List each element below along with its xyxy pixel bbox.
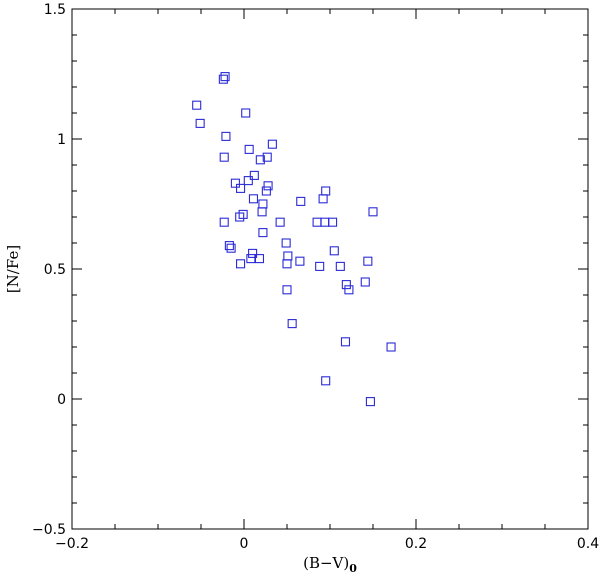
data-point [195,118,205,128]
data-point [282,285,292,295]
data-point [335,261,345,271]
data-point [230,178,240,188]
data-point [255,155,265,165]
data-point [321,376,331,386]
data-point [218,74,228,84]
y-tick-label: 0.5 [44,262,66,278]
data-point [224,241,234,251]
plot-frame [71,8,589,530]
data-point [318,194,328,204]
data-points [192,72,396,407]
data-point [246,254,256,264]
y-axis-label: [N/Fe] [4,245,22,293]
data-point [262,152,272,162]
data-point [258,228,268,238]
data-point [320,217,330,227]
data-point [263,181,273,191]
x-tick-label: 0.2 [405,536,427,552]
x-axis-label: (B−V)0 [303,554,357,575]
data-point [344,285,354,295]
data-point [257,207,267,217]
data-point [296,196,306,206]
data-point [363,256,373,266]
data-point [192,100,202,110]
x-axis-label-main: (B−V) [303,554,349,572]
data-point [360,277,370,287]
x-tick-label: −0.2 [55,536,89,552]
data-point [221,131,231,141]
data-point [368,207,378,217]
data-point [244,144,254,154]
data-point [248,248,258,258]
y-tick-label: −0.5 [32,522,66,538]
data-point [312,217,322,227]
data-point [275,217,285,227]
data-point [258,199,268,209]
data-point [226,243,236,253]
y-tick-label: 1.5 [44,2,66,18]
y-tick-label: 1 [57,132,66,148]
data-point [281,238,291,248]
data-point [267,139,277,149]
data-point [282,259,292,269]
x-axis-label-subscript: 0 [349,562,357,575]
data-point [241,108,251,118]
x-tick-label: 0.4 [577,536,599,552]
x-tick-label: 0 [240,536,249,552]
data-point [321,186,331,196]
data-point [238,209,248,219]
data-point [220,72,230,82]
data-point [236,259,246,269]
data-point [328,217,338,227]
data-point [295,256,305,266]
data-point [219,152,229,162]
data-point [236,183,246,193]
data-point [235,212,245,222]
data-point [248,194,259,204]
data-point [243,176,253,186]
data-point [254,254,265,264]
data-point [261,186,271,196]
data-point [365,397,375,407]
y-tick-label: 0 [57,392,66,408]
data-point [283,251,293,261]
axis-tick-labels: −0.2 0 0.2 0.4 −0.5 0 0.5 1 1.5 [32,2,599,552]
data-point [315,261,325,271]
data-point [219,217,229,227]
data-point [341,280,351,290]
axis-ticks [71,8,589,530]
data-point [249,170,259,180]
data-point [287,319,297,329]
data-point [386,342,396,352]
data-point [340,337,351,347]
data-point [329,246,339,256]
